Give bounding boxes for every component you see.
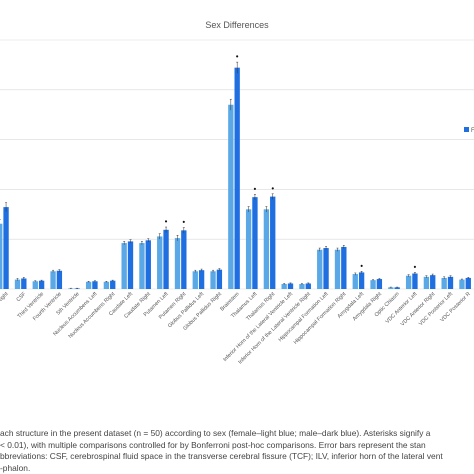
bar-female xyxy=(174,238,181,289)
bar-male xyxy=(92,281,98,289)
bar-female xyxy=(157,236,163,289)
bar-female xyxy=(405,275,412,289)
significance-marker: • xyxy=(165,217,168,226)
bar-female xyxy=(317,249,323,289)
bar-female xyxy=(14,279,21,289)
bar-male xyxy=(287,283,294,289)
bar-male xyxy=(270,196,276,289)
significance-marker: • xyxy=(254,184,257,193)
bar-male xyxy=(163,229,169,289)
bar-male xyxy=(252,197,258,289)
bars xyxy=(0,67,471,290)
bar-male xyxy=(341,246,347,289)
error-bars xyxy=(0,61,470,289)
bar-female xyxy=(334,249,341,289)
bar-female xyxy=(50,271,56,289)
bar-female xyxy=(228,104,234,290)
bar-male xyxy=(145,240,151,289)
significance-markers: • • • • • • • xyxy=(165,52,417,271)
bar-female xyxy=(459,279,465,289)
significance-marker: • xyxy=(360,261,363,270)
x-tick-label: CSF xyxy=(16,291,28,303)
bar-female xyxy=(299,284,305,289)
bar-male xyxy=(127,241,134,289)
bar-male xyxy=(21,278,27,289)
bar-female xyxy=(423,276,430,289)
bar-male xyxy=(430,275,436,289)
bar-male xyxy=(198,270,205,289)
bar-male xyxy=(412,273,418,289)
bar-male xyxy=(394,287,400,289)
legend-label: F xyxy=(471,128,474,134)
x-tick-label: cle Right xyxy=(0,291,10,310)
caption-line: -phalon. xyxy=(0,462,31,473)
significance-marker: • xyxy=(414,262,417,271)
bar-female xyxy=(0,223,3,289)
bar-female xyxy=(210,271,216,289)
bar-female xyxy=(441,277,447,289)
bar-male xyxy=(305,283,311,289)
bar-male xyxy=(376,279,383,289)
bar-male xyxy=(3,207,9,289)
caption-line: < 0.01), with multiple comparisons contr… xyxy=(0,439,426,450)
bar-female xyxy=(139,243,145,289)
figure-caption: ach structure in the present dataset (n … xyxy=(0,428,474,474)
bar-female xyxy=(32,281,38,289)
bar-male xyxy=(56,270,63,289)
bar-female xyxy=(263,209,270,289)
bar-female xyxy=(370,280,376,289)
bar-male xyxy=(234,67,240,290)
bar-male xyxy=(358,272,365,289)
bar-female xyxy=(388,287,394,289)
bar-male xyxy=(110,280,116,289)
bar-female xyxy=(121,243,127,289)
bar-female xyxy=(352,274,358,289)
legend: F xyxy=(464,127,474,134)
bar-female xyxy=(281,284,287,289)
bar-male xyxy=(465,277,471,289)
bar-male xyxy=(181,230,187,289)
significance-marker: • xyxy=(182,218,185,227)
legend-swatch xyxy=(464,127,469,132)
caption-line: ach structure in the present dataset (n … xyxy=(0,428,431,438)
significance-marker: • xyxy=(271,184,274,193)
bar-male xyxy=(216,269,223,289)
bar-male xyxy=(447,276,454,289)
caption-line: bbreviations: CSF, cerebrospinal fluid s… xyxy=(0,451,443,461)
bar-male xyxy=(38,280,45,289)
chart-title: Sex Differences xyxy=(205,20,269,30)
significance-marker: • xyxy=(236,52,239,61)
x-tick-label: VDC Anterior Left xyxy=(385,291,419,325)
bar-female xyxy=(85,281,92,289)
bar-male xyxy=(323,248,329,289)
bar-female xyxy=(245,209,252,289)
bar-female xyxy=(103,281,110,289)
bar-female xyxy=(192,271,198,289)
